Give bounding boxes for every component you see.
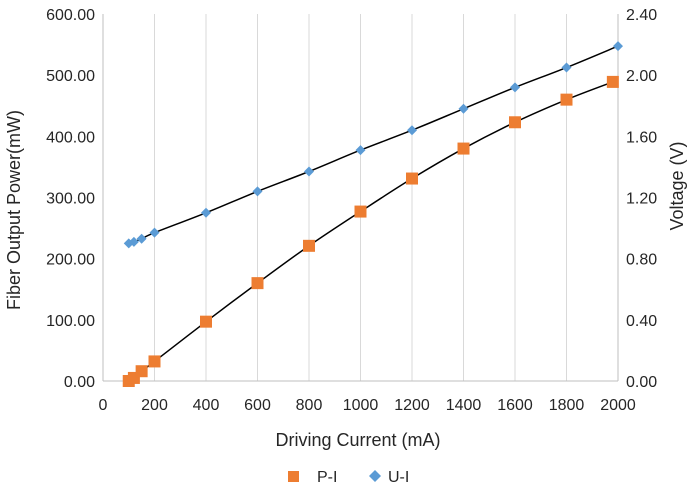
data-point-p-i [354, 205, 367, 218]
y-tick-labels: 0.00 100.00 200.00 300.00 400.00 500.00 600.00 [46, 7, 95, 391]
data-point-u-i [458, 103, 469, 114]
grid-lines [154, 14, 619, 381]
data-point-p-i [303, 239, 315, 252]
data-point-u-i [561, 62, 572, 73]
y-tick-label: 300.00 [46, 191, 95, 208]
legend-label: U-I [388, 469, 409, 486]
data-point-u-i [355, 145, 366, 156]
x-tick-label: 1400 [446, 397, 482, 414]
y2-tick-label: 0.00 [626, 374, 657, 391]
y-tick-label: 200.00 [46, 252, 95, 269]
data-point-p-i [560, 93, 573, 106]
y-tick-label: 600.00 [46, 7, 95, 24]
x-tick-label: 1000 [343, 397, 379, 414]
y-tick-label: 400.00 [46, 129, 95, 146]
data-point-u-i [136, 233, 147, 244]
x-tick-labels: 0 200 400 600 800 1000 1200 1400 1600 1800 2000 [99, 397, 636, 414]
data-point-p-i [251, 277, 264, 290]
data-point-u-i [510, 82, 520, 93]
x-axis-title: Driving Current (mA) [275, 430, 440, 450]
data-point-u-i [407, 125, 417, 136]
trend-line-p-i [128, 81, 614, 382]
data-point-p-i [509, 116, 521, 129]
data-point-p-i [135, 365, 148, 378]
y-tick-label: 0.00 [64, 374, 95, 391]
x-tick-label: 1200 [394, 397, 430, 414]
data-point-p-i [200, 315, 212, 328]
data-point-u-i [304, 166, 314, 177]
data-point-p-i [606, 75, 619, 88]
x-tick-label: 200 [141, 397, 168, 414]
legend-label: P-I [317, 469, 337, 486]
y-axis-title: Fiber Output Power(mW) [4, 110, 24, 310]
data-point-p-i [148, 355, 161, 368]
x-tick-label: 600 [244, 397, 271, 414]
data-point-u-i [201, 207, 211, 218]
x-tick-label: 1600 [497, 397, 533, 414]
legend: P-I U-I [288, 469, 409, 486]
axes [102, 14, 619, 382]
data-point-u-i [128, 236, 139, 247]
data-point-p-i [127, 371, 140, 384]
data-markers [122, 41, 623, 387]
y2-axis-title: Voltage (V) [667, 141, 687, 230]
x-tick-label: 2000 [600, 397, 636, 414]
data-point-p-i [457, 142, 470, 155]
x-tick-label: 400 [193, 397, 220, 414]
y2-tick-label: 0.40 [626, 313, 657, 330]
y2-tick-label: 0.80 [626, 252, 657, 269]
y2-tick-label: 2.00 [626, 68, 657, 85]
y2-tick-labels: 0.00 0.40 0.80 1.20 1.60 2.00 2.40 [626, 7, 657, 391]
x-tick-label: 0 [99, 397, 108, 414]
x-tick-label: 1800 [549, 397, 585, 414]
y-tick-label: 500.00 [46, 68, 95, 85]
y-tick-label: 100.00 [46, 313, 95, 330]
y2-tick-label: 2.40 [626, 7, 657, 24]
legend-marker-p-i [288, 471, 299, 482]
legend-marker-u-i [369, 470, 381, 482]
data-point-u-i [149, 227, 160, 238]
data-point-u-i [252, 186, 263, 197]
data-point-p-i [406, 172, 418, 185]
y2-tick-label: 1.20 [626, 191, 657, 208]
x-tick-label: 800 [296, 397, 323, 414]
y2-tick-label: 1.60 [626, 129, 657, 146]
data-point-u-i [613, 41, 623, 52]
